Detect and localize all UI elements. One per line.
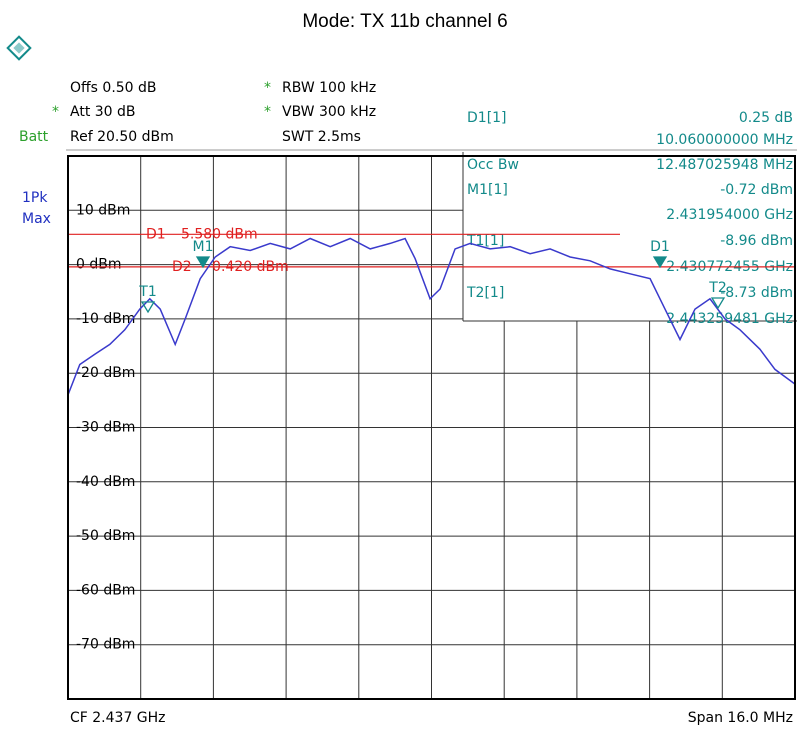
display-line-name: D2 — [172, 259, 192, 275]
readout-label: Occ Bw — [467, 157, 519, 173]
readout-value: 10.060000000 MHz — [656, 132, 793, 148]
readout-value: -0.72 dBm — [720, 182, 793, 198]
y-tick-label: 0 dBm — [76, 257, 122, 273]
y-tick-label: 10 dBm — [76, 202, 130, 218]
readout-value: 2.443259481 GHz — [666, 311, 793, 327]
y-tick-label: -60 dBm — [76, 582, 135, 598]
trace — [67, 237, 796, 396]
trace-label: Max — [22, 211, 51, 227]
ref-level: Ref 20.50 dBm — [70, 129, 174, 145]
readout-value: 12.487025948 MHz — [656, 157, 793, 173]
logo — [6, 35, 32, 61]
readout-value: -8.73 dBm — [720, 285, 793, 301]
offset: Offs 0.50 dB — [70, 80, 157, 96]
display-line-label: 5.580 dBm — [181, 226, 258, 242]
marker-label: T2 — [708, 280, 726, 296]
marker — [195, 256, 211, 269]
chart-title: Mode: TX 11b channel 6 — [302, 11, 507, 32]
coupled-mark: * — [264, 104, 271, 120]
trace-label: 1Pk — [22, 190, 48, 206]
marker-label: T1 — [138, 284, 156, 300]
display-line-label: -0.420 dBm — [207, 259, 289, 275]
marker — [652, 256, 668, 269]
battery: Batt — [19, 129, 49, 145]
y-tick-label: -50 dBm — [76, 528, 135, 544]
coupled-mark: * — [52, 104, 59, 120]
rbw: RBW 100 kHz — [282, 80, 376, 96]
y-tick-label: -30 dBm — [76, 420, 135, 436]
marker-label: M1 — [193, 239, 214, 255]
display-line-name: D1 — [146, 226, 166, 242]
readout-label: T1[1] — [466, 233, 504, 249]
coupled-mark: * — [264, 80, 271, 96]
readout-value: 0.25 dB — [739, 110, 793, 126]
readout-label: D1[1] — [467, 110, 507, 126]
readout-value: -8.96 dBm — [720, 233, 793, 249]
span: Span 16.0 MHz — [688, 710, 793, 726]
marker — [140, 301, 156, 314]
marker — [710, 297, 726, 310]
readout-value: 2.431954000 GHz — [666, 207, 793, 223]
center-frequency: CF 2.437 GHz — [70, 710, 166, 726]
sweep-time: SWT 2.5ms — [282, 129, 361, 145]
marker-label: D1 — [650, 239, 670, 255]
plot-frame — [67, 155, 796, 700]
y-tick-label: -10 dBm — [76, 311, 135, 327]
readout-panel — [463, 151, 797, 321]
attenuation: Att 30 dB — [70, 104, 136, 120]
y-tick-label: -20 dBm — [76, 365, 135, 381]
y-tick-label: -40 dBm — [76, 474, 135, 490]
y-tick-label: -70 dBm — [76, 637, 135, 653]
vbw: VBW 300 kHz — [282, 104, 376, 120]
readout-label: T2[1] — [466, 285, 504, 301]
readout-label: M1[1] — [467, 182, 508, 198]
